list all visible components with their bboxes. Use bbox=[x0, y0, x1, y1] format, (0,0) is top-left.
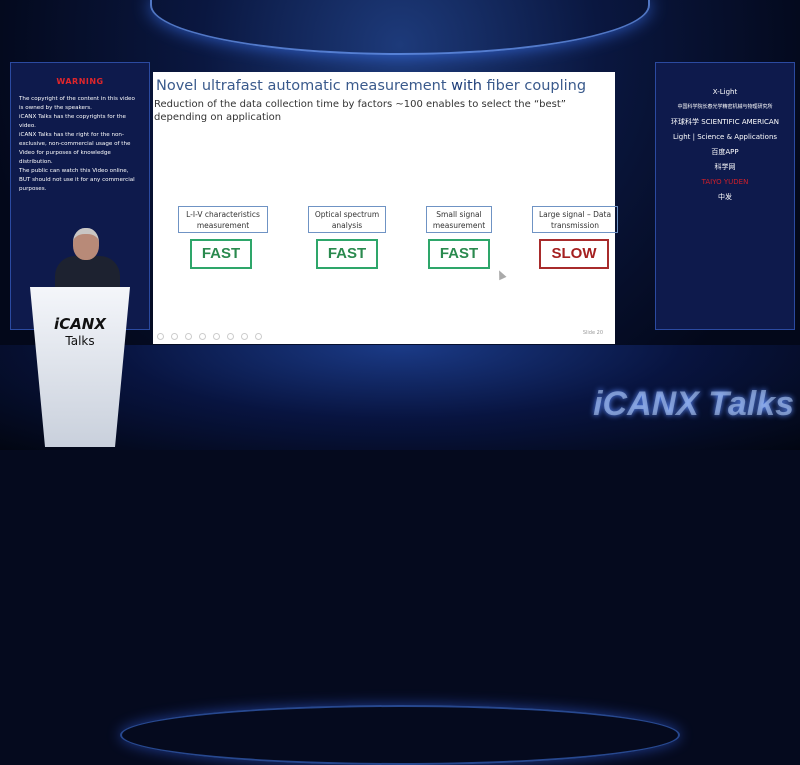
next-icon[interactable] bbox=[171, 333, 178, 340]
label-small-signal: Small signal measurement bbox=[426, 206, 492, 233]
podium: iCANX Talks bbox=[30, 287, 130, 447]
prev-icon[interactable] bbox=[157, 333, 164, 340]
warning-text-3: iCANX Talks has the right for the non-ex… bbox=[19, 132, 131, 165]
logo-zhongfa: 中发 bbox=[718, 193, 732, 201]
logo-xlight: X-Light bbox=[712, 88, 738, 96]
podium-brand: iCANX bbox=[54, 315, 106, 333]
warning-text-2: iCANX Talks has the copyrights for the v… bbox=[19, 114, 126, 129]
logo-baidu-app: 百度APP bbox=[711, 148, 739, 156]
speed-badge-small-signal: FAST bbox=[428, 239, 490, 269]
mouse-cursor-icon bbox=[495, 268, 507, 281]
speed-badge-large-signal: SLOW bbox=[539, 239, 609, 269]
speed-badge-optical: FAST bbox=[316, 239, 378, 269]
title-part: fiber coupling bbox=[481, 78, 587, 94]
logo-taiyo-yuden: TAIYO YUDEN bbox=[701, 178, 749, 186]
sponsor-logos-panel: X-Light 中国科学院长春光学精密机械与物理研究所 环球科学 SCIENTI… bbox=[655, 62, 795, 330]
speaker-head bbox=[73, 228, 99, 260]
subtitle-icon[interactable] bbox=[227, 333, 234, 340]
title-bold: with bbox=[451, 78, 482, 94]
label-large-signal: Large signal – Data transmission bbox=[532, 206, 618, 233]
slides-icon[interactable] bbox=[199, 333, 206, 340]
speed-badge-liv: FAST bbox=[190, 239, 252, 269]
slide-subtitle: Reduction of the data collection time by… bbox=[154, 99, 566, 123]
pen-icon[interactable] bbox=[185, 333, 192, 340]
stage-floor bbox=[0, 345, 800, 765]
podium-sub: Talks bbox=[65, 334, 95, 348]
warning-text-4: The public can watch this Video online, … bbox=[19, 168, 135, 192]
label-optical-spectrum: Optical spectrum analysis bbox=[308, 206, 386, 233]
slide-number: Slide 20 bbox=[582, 330, 603, 336]
logo-scientific-american: 环球科学 SCIENTIFIC AMERICAN bbox=[671, 118, 779, 126]
presentation-slide: Novel ultrafast automatic measurement wi… bbox=[153, 72, 618, 344]
zoom-icon[interactable] bbox=[213, 333, 220, 340]
more-icon[interactable] bbox=[255, 333, 262, 340]
warning-title: WARNING bbox=[56, 77, 104, 86]
slide-title: Novel ultrafast automatic measurement wi… bbox=[156, 78, 586, 94]
label-liv: L-I-V characteristics measurement bbox=[178, 206, 268, 233]
watermark-logo: iCANX Talks bbox=[593, 385, 794, 423]
slideshow-toolbar[interactable] bbox=[157, 333, 262, 340]
logo-sciencenet: 科学网 bbox=[714, 163, 736, 171]
floor-ring bbox=[120, 705, 680, 765]
camera-icon[interactable] bbox=[241, 333, 248, 340]
warning-text-1: The copyright of the content in this vid… bbox=[19, 96, 135, 111]
title-part: Novel ultrafast automatic measurement bbox=[156, 78, 452, 94]
logo-light: Light | Science & Applications bbox=[672, 133, 778, 141]
logo-ciomp: 中国科学院长春光学精密机械与物理研究所 bbox=[677, 104, 773, 110]
